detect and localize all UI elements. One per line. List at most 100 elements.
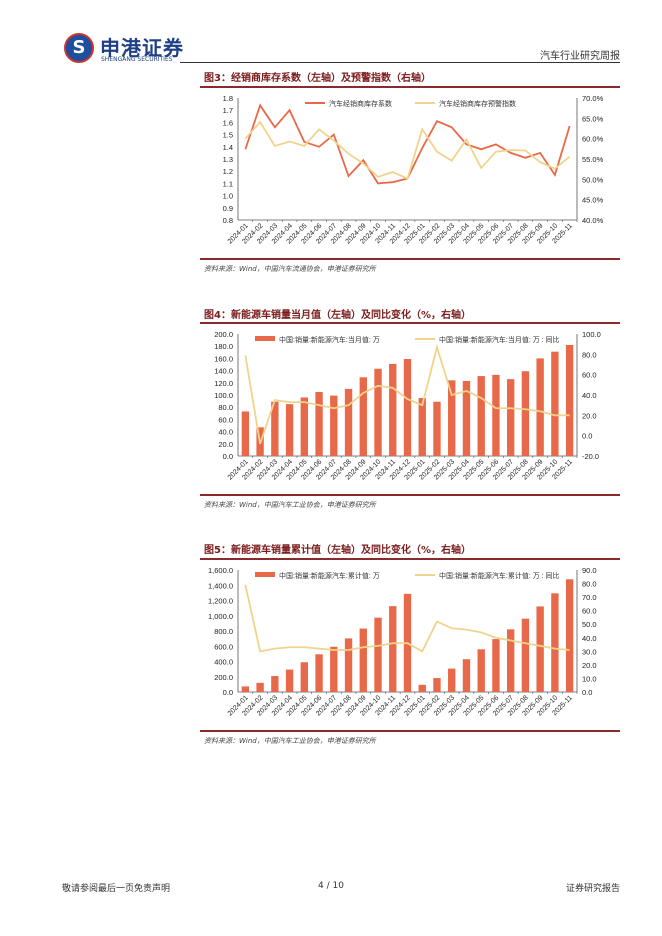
y-tick-label: 0.8: [223, 216, 233, 225]
y-tick-label: 1.8: [223, 94, 233, 103]
bar: [344, 388, 353, 456]
bar: [315, 654, 323, 692]
legend-swatch: [255, 336, 275, 341]
y-tick-label: 120.0: [214, 379, 233, 388]
y2-tick-label: 50.0: [582, 620, 597, 629]
header-rule: [180, 62, 620, 63]
y2-tick-label: 40.0: [582, 391, 597, 400]
y-tick-label: 1,400.0: [208, 581, 233, 590]
bar: [300, 662, 309, 692]
y-tick-label: 80.0: [218, 403, 233, 412]
y2-tick-label: 10.0: [582, 674, 597, 683]
figure-4-source: 资料来源：Wind，中国汽车工业协会，申港证券研究所: [204, 501, 376, 509]
footer-doc-type: 证券研究报告: [565, 884, 620, 894]
bar: [256, 682, 264, 692]
y-tick-label: 200.0: [214, 673, 233, 682]
y-tick-label: 1,200.0: [208, 597, 233, 606]
y2-tick-label: 60.0: [582, 607, 597, 616]
y2-tick-label: 90.0: [582, 566, 597, 575]
figure-3-bottom-rule: [200, 258, 620, 260]
figure-5-bottom-rule: [200, 730, 620, 732]
bar: [300, 397, 309, 456]
bar: [492, 374, 500, 456]
y-tick-label: 1.5: [223, 131, 233, 140]
logo-subtext: SHENGANG SECURITIES: [101, 56, 173, 63]
y2-tick-label: 65.0%: [582, 114, 604, 123]
y-tick-label: 400.0: [214, 658, 233, 667]
bar: [448, 380, 456, 456]
y-tick-label: 100.0: [214, 391, 233, 400]
bar: [521, 618, 530, 692]
y-tick-label: 0.9: [223, 204, 233, 213]
y2-tick-label: 80.0: [582, 350, 597, 359]
figure-4-bottom-rule: [200, 494, 620, 496]
y2-tick-label: 60.0%: [582, 135, 604, 144]
bar: [477, 376, 485, 456]
bar: [315, 391, 323, 456]
figure-3-source: 资料来源：Wind，中国汽车流通协会，申港证券研究所: [204, 265, 376, 273]
legend-label: 中国:销量:新能源汽车:当月值: 万: [279, 335, 380, 344]
y2-tick-label: 40.0: [582, 634, 597, 643]
y-tick-label: 40.0: [218, 428, 233, 437]
y-tick-label: 1,000.0: [208, 612, 233, 621]
y-tick-label: 180.0: [214, 342, 233, 351]
figure-5-chart: 0.0 200.0 400.0 600.0 800.0 1,000.0 1,200.0 1,4…: [208, 566, 597, 718]
bar: [271, 676, 279, 692]
bar: [551, 351, 559, 456]
figure-5-source: 资料来源：Wind，中国汽车工业协会，申港证券研究所: [204, 737, 376, 745]
series-line: [244, 120, 571, 180]
bar: [477, 649, 485, 692]
y2-tick-label: 45.0%: [582, 196, 604, 205]
y-tick-label: 1.4: [223, 143, 233, 152]
y2-tick-label: 20.0: [582, 661, 597, 670]
bar: [551, 593, 559, 692]
y2-tick-label: 20.0: [582, 411, 597, 420]
bar: [359, 377, 367, 456]
y2-tick-label: 30.0: [582, 647, 597, 656]
bar: [462, 659, 471, 692]
bar: [389, 363, 397, 456]
figure-4-title: 图4：新能源车销量当月值（左轴）及同比变化（%，右轴）: [204, 310, 471, 321]
figure-4-chart: 0.0 20.0 40.0 60.0 80.0 100.0 120.0 140.0 160.0 1…: [214, 330, 601, 482]
y-tick-label: 600.0: [214, 642, 233, 651]
legend-label: 中国:销量:新能源汽车:累计值: 万: [279, 571, 380, 580]
bar: [241, 686, 250, 692]
bar: [565, 579, 574, 692]
bar: [448, 668, 456, 692]
figure-5-top-rule: [200, 558, 620, 560]
y2-tick-label: 55.0%: [582, 155, 604, 164]
y2-tick-label: 0.0: [582, 432, 592, 441]
series-line: [244, 103, 571, 185]
bar: [374, 368, 382, 456]
bar: [374, 617, 382, 692]
bar: [330, 646, 338, 692]
y2-tick-label: 50.0%: [582, 175, 604, 184]
legend-swatch: [255, 572, 275, 577]
figure-4-top-rule: [200, 322, 620, 324]
y-tick-label: 800.0: [214, 627, 233, 636]
y-tick-label: 140.0: [214, 367, 233, 376]
y2-tick-label: 100.0: [582, 330, 601, 339]
bar: [433, 401, 441, 456]
y-tick-label: 1.2: [223, 167, 233, 176]
bar: [506, 629, 515, 692]
bar: [433, 678, 441, 692]
y2-tick-label: 70.0: [582, 593, 597, 602]
y-tick-label: 1.3: [223, 155, 233, 164]
bar: [462, 380, 471, 456]
bar: [344, 638, 353, 692]
y-tick-label: 60.0: [218, 415, 233, 424]
bar: [506, 379, 515, 456]
report-type: 汽车行业研究周报: [540, 51, 620, 62]
y-tick-label: 160.0: [214, 354, 233, 363]
logo-text: 申港证券: [100, 36, 184, 60]
y2-tick-label: 80.0: [582, 580, 597, 589]
legend-label: 中国:销量:新能源汽车:累计值: 万 : 同比: [439, 571, 560, 580]
y-tick-label: 20.0: [218, 440, 233, 449]
y2-tick-label: -20.0: [582, 452, 599, 461]
y-tick-label: 1.0: [223, 192, 233, 201]
bar: [565, 344, 574, 456]
legend-label: 中国:销量:新能源汽车:当月值: 万 : 同比: [439, 335, 560, 344]
legend-label: 汽车经销商库存预警指数: [439, 99, 516, 108]
bar: [330, 395, 338, 456]
